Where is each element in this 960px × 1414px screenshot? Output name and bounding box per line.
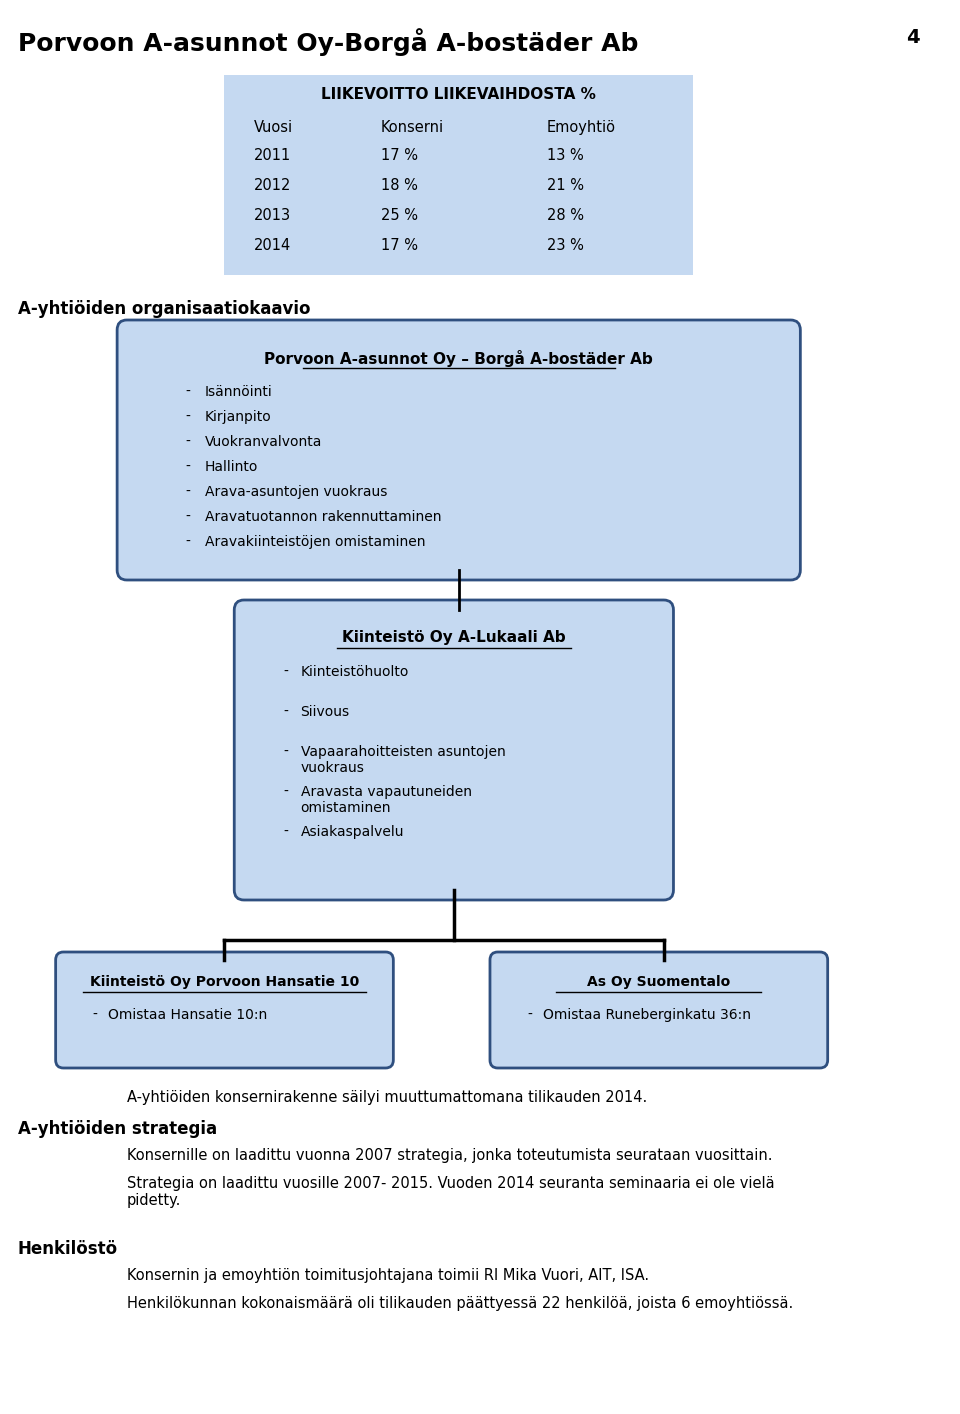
Text: 2013: 2013 bbox=[253, 208, 291, 223]
Text: -: - bbox=[185, 410, 190, 424]
Text: 23 %: 23 % bbox=[546, 238, 584, 253]
Text: Hallinto: Hallinto bbox=[205, 460, 258, 474]
Text: LIIKEVOITTO LIIKEVAIHDOSTA %: LIIKEVOITTO LIIKEVAIHDOSTA % bbox=[322, 88, 596, 102]
Text: Kirjanpito: Kirjanpito bbox=[205, 410, 272, 424]
Text: Kiinteistö Oy Porvoon Hansatie 10: Kiinteistö Oy Porvoon Hansatie 10 bbox=[90, 976, 359, 988]
Text: -: - bbox=[185, 485, 190, 499]
Text: Vuosi: Vuosi bbox=[253, 120, 293, 134]
Text: -: - bbox=[283, 824, 288, 839]
Text: 17 %: 17 % bbox=[381, 238, 418, 253]
Text: -: - bbox=[185, 460, 190, 474]
Text: Siivous: Siivous bbox=[300, 706, 349, 718]
Text: Emoyhtiö: Emoyhtiö bbox=[546, 120, 615, 134]
Text: 2012: 2012 bbox=[253, 178, 291, 192]
Text: Isännöinti: Isännöinti bbox=[205, 385, 273, 399]
Text: -: - bbox=[185, 385, 190, 399]
Text: -: - bbox=[283, 706, 288, 718]
Text: Kiinteistö Oy A-Lukaali Ab: Kiinteistö Oy A-Lukaali Ab bbox=[342, 631, 565, 645]
Text: Porvoon A-asunnot Oy – Borgå A-bostäder Ab: Porvoon A-asunnot Oy – Borgå A-bostäder … bbox=[264, 351, 653, 368]
Text: -: - bbox=[185, 436, 190, 450]
Text: Strategia on laadittu vuosille 2007- 2015. Vuoden 2014 seuranta seminaaria ei ol: Strategia on laadittu vuosille 2007- 201… bbox=[127, 1176, 775, 1209]
Text: -: - bbox=[283, 745, 288, 759]
Text: -: - bbox=[185, 510, 190, 525]
FancyBboxPatch shape bbox=[117, 320, 801, 580]
Text: Aravatuotannon rakennuttaminen: Aravatuotannon rakennuttaminen bbox=[205, 510, 442, 525]
Text: Asiakaspalvelu: Asiakaspalvelu bbox=[300, 824, 404, 839]
Text: Henkilökunnan kokonaismäärä oli tilikauden päättyessä 22 henkilöä, joista 6 emoy: Henkilökunnan kokonaismäärä oli tilikaud… bbox=[127, 1297, 793, 1311]
Text: -: - bbox=[283, 665, 288, 679]
Text: 2014: 2014 bbox=[253, 238, 291, 253]
Text: Omistaa Runeberginkatu 36:n: Omistaa Runeberginkatu 36:n bbox=[542, 1008, 751, 1022]
FancyBboxPatch shape bbox=[234, 600, 674, 899]
Text: 2011: 2011 bbox=[253, 148, 291, 163]
Text: Vapaarahoitteisten asuntojen
vuokraus: Vapaarahoitteisten asuntojen vuokraus bbox=[300, 745, 505, 775]
Text: Kiinteistöhuolto: Kiinteistöhuolto bbox=[300, 665, 409, 679]
Text: 13 %: 13 % bbox=[546, 148, 584, 163]
Text: Konsernin ja emoyhtiön toimitusjohtajana toimii RI Mika Vuori, AIT, ISA.: Konsernin ja emoyhtiön toimitusjohtajana… bbox=[127, 1268, 649, 1282]
Text: Omistaa Hansatie 10:n: Omistaa Hansatie 10:n bbox=[108, 1008, 268, 1022]
Text: Aravakiinteistöjen omistaminen: Aravakiinteistöjen omistaminen bbox=[205, 534, 425, 549]
Text: As Oy Suomentalo: As Oy Suomentalo bbox=[588, 976, 731, 988]
FancyBboxPatch shape bbox=[225, 75, 693, 274]
Text: Aravasta vapautuneiden
omistaminen: Aravasta vapautuneiden omistaminen bbox=[300, 785, 471, 816]
Text: Porvoon A-asunnot Oy-Borgå A-bostäder Ab: Porvoon A-asunnot Oy-Borgå A-bostäder Ab bbox=[17, 28, 638, 57]
Text: A-yhtiöiden konsernirakenne säilyi muuttumattomana tilikauden 2014.: A-yhtiöiden konsernirakenne säilyi muutt… bbox=[127, 1090, 647, 1104]
Text: 18 %: 18 % bbox=[381, 178, 418, 192]
FancyBboxPatch shape bbox=[56, 952, 394, 1068]
Text: Konsernille on laadittu vuonna 2007 strategia, jonka toteutumista seurataan vuos: Konsernille on laadittu vuonna 2007 stra… bbox=[127, 1148, 773, 1162]
Text: 28 %: 28 % bbox=[546, 208, 584, 223]
Text: Arava-asuntojen vuokraus: Arava-asuntojen vuokraus bbox=[205, 485, 387, 499]
Text: A-yhtiöiden strategia: A-yhtiöiden strategia bbox=[17, 1120, 217, 1138]
Text: 4: 4 bbox=[906, 28, 920, 47]
Text: 21 %: 21 % bbox=[546, 178, 584, 192]
Text: 17 %: 17 % bbox=[381, 148, 418, 163]
Text: 25 %: 25 % bbox=[381, 208, 418, 223]
Text: A-yhtiöiden organisaatiokaavio: A-yhtiöiden organisaatiokaavio bbox=[17, 300, 310, 318]
Text: -: - bbox=[185, 534, 190, 549]
Text: -: - bbox=[283, 785, 288, 799]
Text: Vuokranvalvonta: Vuokranvalvonta bbox=[205, 436, 323, 450]
Text: -: - bbox=[527, 1008, 532, 1022]
Text: Henkilöstö: Henkilöstö bbox=[17, 1240, 118, 1258]
FancyBboxPatch shape bbox=[490, 952, 828, 1068]
Text: -: - bbox=[93, 1008, 98, 1022]
Text: Konserni: Konserni bbox=[381, 120, 444, 134]
